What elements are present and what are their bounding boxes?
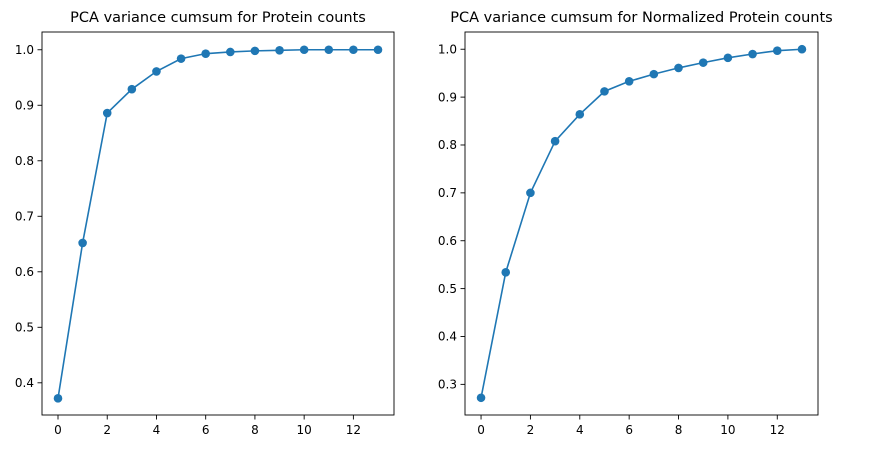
x-tick-label: 4 bbox=[576, 423, 584, 437]
chart-title: PCA variance cumsum for Protein counts bbox=[70, 10, 366, 26]
data-point bbox=[201, 49, 210, 58]
data-point bbox=[526, 188, 535, 198]
data-point bbox=[176, 54, 186, 63]
data-point bbox=[797, 44, 807, 54]
y-tick-label: 0.9 bbox=[15, 98, 34, 112]
data-point bbox=[476, 393, 486, 403]
data-point bbox=[649, 69, 659, 79]
x-tick-label: 12 bbox=[770, 423, 785, 437]
y-tick-label: 0.4 bbox=[15, 376, 34, 390]
data-point bbox=[624, 77, 634, 86]
y-tick-label: 0.4 bbox=[438, 330, 457, 344]
series-line bbox=[57, 48, 378, 399]
y-tick-label: 1.0 bbox=[438, 42, 457, 56]
data-point bbox=[152, 67, 161, 76]
y-tick-label: 0.6 bbox=[438, 234, 457, 248]
x-tick-label: 12 bbox=[346, 423, 361, 437]
data-point bbox=[748, 49, 757, 59]
y-tick-label: 0.8 bbox=[15, 154, 34, 168]
y-tick-label: 0.8 bbox=[438, 138, 457, 152]
chart-2: PCA variance cumsum for Normalized Prote… bbox=[438, 10, 833, 437]
y-tick-label: 0.6 bbox=[15, 265, 34, 279]
x-tick-label: 0 bbox=[54, 423, 62, 437]
data-point bbox=[772, 46, 782, 55]
x-tick-label: 10 bbox=[297, 423, 312, 437]
axes-frame bbox=[41, 31, 395, 416]
data-point bbox=[723, 53, 733, 63]
data-point bbox=[226, 47, 235, 57]
data-point bbox=[299, 45, 309, 55]
data-point bbox=[127, 84, 137, 94]
data-point bbox=[275, 46, 284, 55]
data-point bbox=[373, 45, 383, 55]
data-point bbox=[349, 45, 358, 55]
x-tick-label: 4 bbox=[153, 423, 161, 437]
x-tick-label: 2 bbox=[527, 423, 535, 437]
data-point bbox=[78, 238, 87, 248]
data-point bbox=[324, 45, 334, 55]
data-point bbox=[550, 136, 560, 146]
data-point bbox=[501, 268, 511, 277]
series-line bbox=[480, 48, 802, 398]
data-point bbox=[53, 394, 63, 403]
y-tick-label: 0.7 bbox=[15, 209, 34, 223]
y-tick-label: 0.9 bbox=[438, 90, 457, 104]
x-tick-label: 8 bbox=[675, 423, 683, 437]
y-tick-label: 0.7 bbox=[438, 186, 457, 200]
x-tick-label: 6 bbox=[625, 423, 633, 437]
y-tick-label: 0.5 bbox=[438, 282, 457, 296]
chart-title: PCA variance cumsum for Normalized Prote… bbox=[450, 10, 832, 26]
data-point bbox=[600, 87, 609, 96]
data-point bbox=[674, 63, 683, 73]
x-tick-label: 0 bbox=[477, 423, 485, 437]
y-tick-label: 0.5 bbox=[15, 320, 34, 334]
y-tick-label: 1.0 bbox=[15, 43, 34, 57]
x-tick-label: 8 bbox=[251, 423, 259, 437]
data-point bbox=[102, 108, 112, 118]
x-tick-label: 10 bbox=[720, 423, 735, 437]
x-tick-label: 2 bbox=[103, 423, 111, 437]
data-point bbox=[250, 46, 260, 56]
data-point bbox=[698, 58, 708, 67]
axes-frame bbox=[464, 31, 819, 416]
data-point bbox=[575, 110, 585, 119]
y-tick-label: 0.3 bbox=[438, 378, 457, 392]
chart-1: PCA variance cumsum for Protein counts 0 2… bbox=[15, 10, 395, 437]
x-tick-label: 6 bbox=[202, 423, 210, 437]
